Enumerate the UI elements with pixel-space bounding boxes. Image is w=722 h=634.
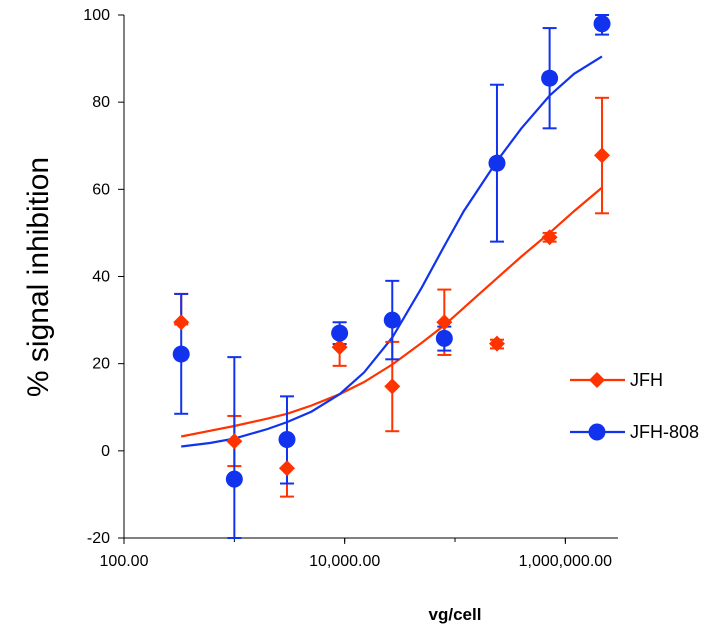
data-point-jfh	[226, 433, 243, 450]
data-point-jfh-808	[541, 69, 559, 87]
data-point-jfh	[594, 147, 611, 164]
x-tick-label: 10,000.00	[309, 553, 380, 570]
axes	[118, 14, 618, 544]
y-tick-label: 60	[92, 181, 110, 198]
y-tick-label: 0	[101, 443, 110, 460]
y-tick-label: -20	[87, 530, 110, 547]
data-point-jfh	[384, 378, 401, 395]
data-point-jfh-808	[278, 431, 296, 449]
data-point-jfh-808	[435, 329, 453, 347]
data-point-jfh-808	[331, 324, 349, 342]
data-point-jfh	[331, 339, 348, 356]
data-point-jfh	[173, 314, 190, 331]
y-tick-label: 100	[83, 7, 110, 24]
y-tick-labels: -20 0 20 40 60 80 100	[83, 7, 110, 547]
legend-label: JFH	[630, 370, 663, 390]
x-tick-label: 100.00	[100, 553, 149, 570]
data-point-jfh-808	[172, 345, 190, 363]
x-axis-label: vg/cell	[429, 605, 482, 624]
error-bars	[174, 14, 610, 539]
y-tick-label: 40	[92, 269, 110, 286]
data-point-jfh	[278, 460, 295, 477]
data-point-jfh	[436, 314, 453, 331]
data-point-jfh-808	[488, 154, 506, 172]
data-points	[172, 15, 611, 488]
x-tick-labels: 100.00 10,000.00 1,000,000.00	[100, 553, 613, 570]
legend-marker	[588, 423, 606, 441]
data-point-jfh-808	[225, 470, 243, 488]
legend-label: JFH-808	[630, 422, 699, 442]
data-point-jfh	[541, 229, 558, 246]
data-point-jfh-808	[383, 311, 401, 329]
legend-marker	[589, 372, 605, 388]
legend: JFH JFH-808	[570, 370, 699, 442]
data-point-jfh-808	[593, 15, 611, 33]
y-axis-label: % signal inhibition	[22, 157, 55, 397]
y-tick-label: 20	[92, 356, 110, 373]
data-point-jfh	[488, 335, 505, 352]
y-tick-label: 80	[92, 94, 110, 111]
x-tick-label: 1,000,000.00	[519, 553, 613, 570]
